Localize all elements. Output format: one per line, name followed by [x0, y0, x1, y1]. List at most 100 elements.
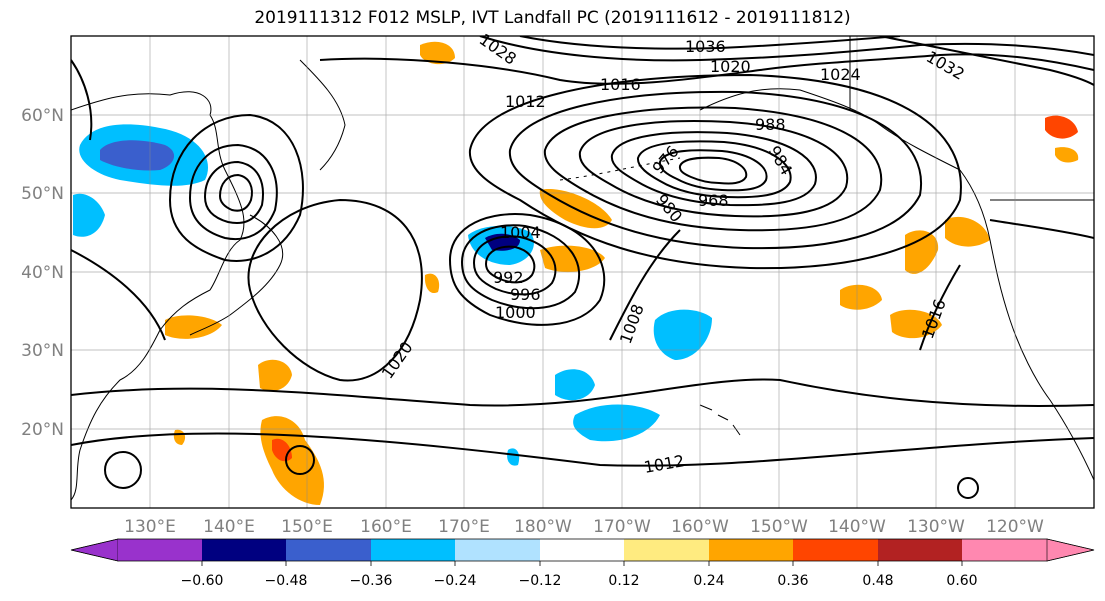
low-north-992: [636, 140, 792, 199]
lon-tick-label: 130°E: [124, 517, 176, 537]
neg-anom-sub3: [573, 404, 660, 442]
contour-label: 1012: [642, 451, 685, 477]
colorbar-tick-label: 0.48: [862, 573, 893, 589]
west-1024: [71, 249, 166, 341]
high-north-1032: [879, 36, 1094, 86]
lat-tick-label: 20°N: [21, 420, 64, 440]
pos-anom-9: [890, 309, 942, 339]
high-east-1008: [609, 229, 681, 341]
kamchatka-coast: [299, 59, 346, 171]
neg-anom-korea: [73, 193, 105, 237]
colorbar-seg: [371, 539, 455, 561]
contour-label: 992: [493, 268, 524, 287]
low-central-1000: [460, 224, 581, 310]
colorbar-extend-high: [1046, 538, 1095, 562]
lon-tick-labels: 130°E 140°E 150°E 160°E 170°E 180°W 170°…: [124, 517, 1044, 537]
colorbar-seg: [540, 539, 624, 561]
contour-label: 1020: [378, 338, 417, 382]
colorbar-seg: [455, 539, 540, 561]
map-frame: [70, 35, 1095, 509]
lat-tick-label: 40°N: [21, 263, 64, 283]
low-north-1000: [578, 120, 849, 218]
isobar-labels: 1036 1032 1028 1024 1020 1016 1012 1008 …: [378, 30, 968, 477]
low-north-1008: [508, 90, 923, 250]
pos-anom-11: [1055, 147, 1079, 163]
contour-label: 1016: [600, 75, 641, 94]
low-central-996: [472, 235, 557, 296]
colorbar-seg: [286, 539, 371, 561]
low-central-1004: [448, 213, 606, 326]
low-asia-1000: [168, 113, 304, 262]
na-boundary: [849, 36, 1094, 201]
lon-tick-label: 180°W: [514, 517, 572, 537]
low-asia-996: [188, 143, 278, 240]
contour-label: 1036: [685, 37, 726, 56]
contour-label: 1016: [918, 297, 950, 342]
pos-anom-2: [258, 359, 292, 392]
low-asia-988: [218, 173, 253, 212]
west-1020: [71, 59, 93, 141]
low-asia-992: [203, 160, 264, 224]
high-north-1020: [479, 36, 1094, 62]
small-low-w: [285, 445, 315, 475]
mslp-isobars: [71, 36, 1094, 499]
isobar-1020-subtropic: [247, 198, 423, 382]
lat-tick-labels: 20°N 30°N 40°N 50°N 60°N: [21, 106, 64, 440]
low-central-992: [484, 245, 536, 284]
lon-tick-label: 140°W: [828, 517, 886, 537]
alaska-coast: [699, 88, 961, 171]
colorbar-extend-low: [70, 538, 119, 562]
lon-tick-label: 150°E: [281, 517, 333, 537]
lon-tick-label: 120°W: [986, 517, 1044, 537]
pos-anom-10: [1045, 115, 1078, 139]
neg-anom-japan-sea-core: [100, 140, 175, 171]
colorbar-seg: [624, 539, 709, 561]
low-north-1012: [468, 73, 962, 270]
lon-tick-label: 150°W: [750, 517, 808, 537]
colorbar-tick-label: −0.60: [181, 573, 224, 589]
isobar-1012-south: [71, 432, 1094, 467]
ne-1016: [919, 264, 961, 351]
lon-tick-label: 160°E: [360, 517, 412, 537]
colorbar-tick-label: 0.60: [946, 573, 977, 589]
pos-anom-12: [424, 273, 440, 294]
contour-label: 1000: [495, 303, 536, 322]
colorbar-seg: [202, 539, 286, 561]
low-north-1004: [543, 106, 883, 232]
contour-label: 976: [649, 142, 683, 178]
lat-tick-label: 50°N: [21, 184, 64, 204]
colorbar-seg: [878, 539, 962, 561]
lon-tick-label: 170°E: [438, 517, 490, 537]
lon-tick-label: 170°W: [593, 517, 651, 537]
pos-anom-6: [905, 230, 939, 274]
colorbar-tick-label: 0.36: [777, 573, 808, 589]
contour-label: 1012: [505, 92, 546, 111]
pos-anom-3: [260, 416, 325, 505]
colorbar: −0.60 −0.48 −0.36 −0.24 −0.12 0.12 0.24 …: [70, 538, 1095, 589]
contour-label: 988: [755, 115, 786, 134]
colorbar-tick-label: −0.24: [434, 573, 477, 589]
colorbar-outline: [70, 538, 1095, 562]
japan-coast: [189, 214, 284, 336]
colorbar-tick-marks: [201, 561, 963, 566]
contour-label: 968: [698, 191, 729, 210]
small-low-sw: [104, 451, 142, 489]
colorbar-seg: [962, 539, 1047, 561]
graticule: [71, 36, 1094, 508]
pos-anom-13: [173, 429, 186, 445]
pos-anom-4: [165, 315, 222, 339]
low-north-984: [658, 149, 768, 192]
ivt-shading: [73, 41, 1079, 505]
pos-anom-8: [840, 284, 882, 310]
lat-tick-label: 60°N: [21, 106, 64, 126]
colorbar-tick-label: 0.12: [608, 573, 639, 589]
neg-anom-sub2: [555, 369, 595, 401]
colorbar-tick-label: −0.36: [350, 573, 393, 589]
contour-label: 1024: [820, 65, 861, 84]
isobar-1016-south: [71, 378, 1094, 407]
contour-label: 1004: [500, 223, 541, 242]
lat-tick-label: 30°N: [21, 341, 64, 361]
low-north-996: [610, 131, 817, 207]
lon-tick-label: 160°W: [671, 517, 729, 537]
